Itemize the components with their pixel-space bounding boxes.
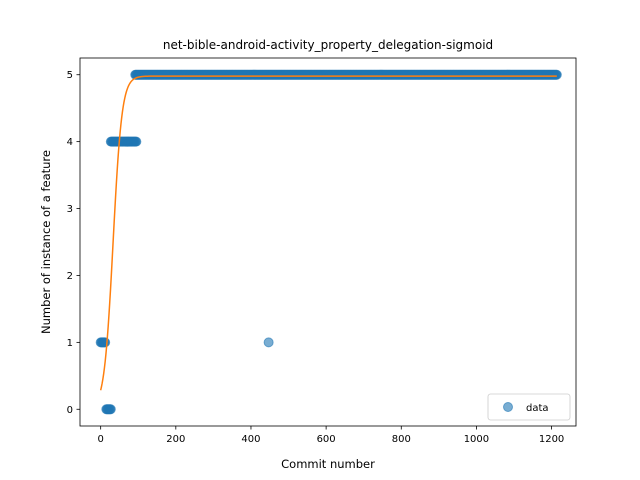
- y-tick-label: 3: [67, 204, 73, 215]
- data-point: [105, 404, 116, 415]
- fit-line: [99, 75, 557, 391]
- x-tick-label: 200: [166, 434, 185, 445]
- data-point: [131, 136, 142, 147]
- legend-label: data: [526, 403, 549, 414]
- y-tick-label: 2: [67, 271, 73, 282]
- legend-box: [487, 393, 571, 421]
- chart-title: net-bible-android-activity_property_dele…: [163, 38, 493, 52]
- data-point: [100, 337, 111, 348]
- x-tick-label: 600: [317, 434, 336, 445]
- x-tick-label: 1000: [464, 434, 489, 445]
- x-axis-label: Commit number: [281, 457, 375, 471]
- plot-area: [95, 69, 562, 415]
- x-tick-label: 800: [392, 434, 411, 445]
- legend-marker: [503, 402, 513, 412]
- x-tick-label: 400: [241, 434, 260, 445]
- y-axis-label: Number of instance of a feature: [39, 150, 53, 334]
- x-tick-label: 0: [97, 434, 103, 445]
- axes-frame: [79, 57, 577, 427]
- data-point-outlier: [263, 337, 274, 348]
- y-tick-label: 4: [67, 137, 73, 148]
- axes: 0 200 400 600 800 1000 1200 0 1 2 3 4 5: [67, 57, 577, 445]
- data-point: [551, 69, 562, 80]
- y-tick-label: 5: [67, 70, 73, 81]
- y-tick-label: 1: [67, 338, 73, 349]
- y-tick-label: 0: [67, 405, 73, 416]
- x-tick-label: 1200: [539, 434, 564, 445]
- legend: data: [487, 393, 571, 421]
